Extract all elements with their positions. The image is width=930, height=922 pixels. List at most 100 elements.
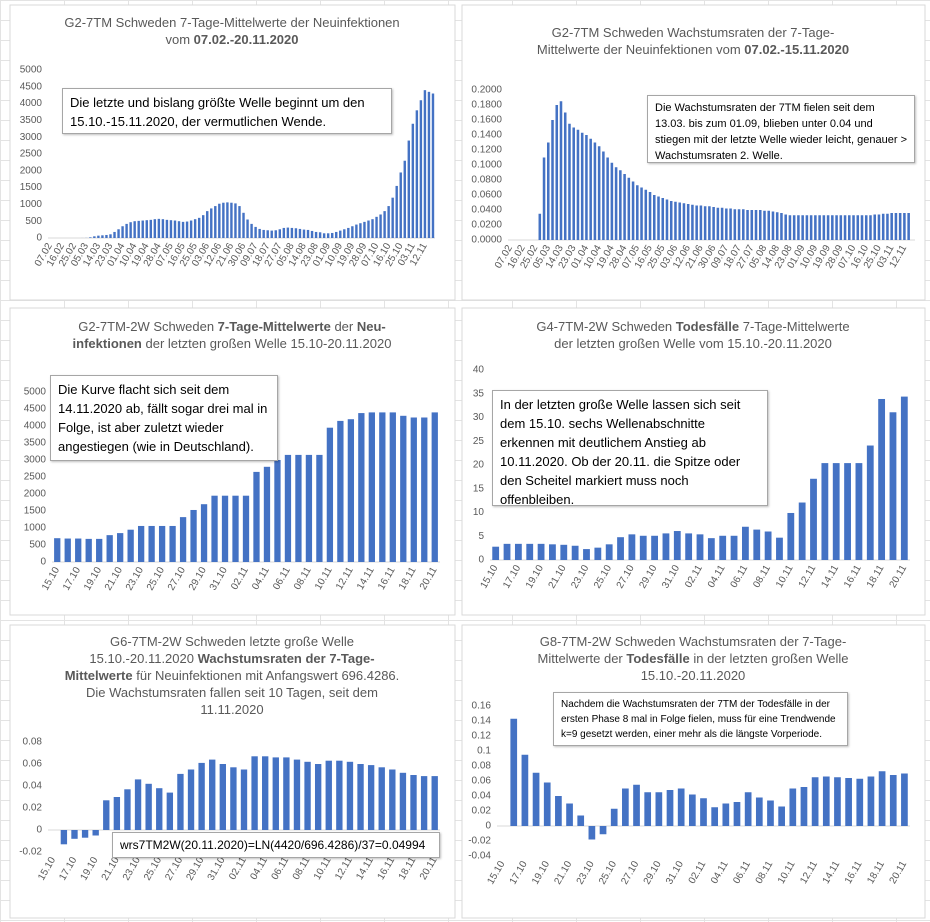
bar [492,546,500,560]
bar [780,213,783,240]
bar [347,227,350,238]
bar [379,412,386,562]
bar [286,227,290,238]
bar [532,772,540,826]
bar [890,213,893,240]
y-tick-label: 2000 [24,489,47,500]
bar [197,217,201,238]
bar [542,157,546,240]
bar [410,775,417,830]
bar [262,756,269,830]
bar [222,202,225,238]
title-part: Todesfälle [626,651,690,666]
bar [764,531,772,560]
bar [696,534,704,560]
bar [547,142,550,240]
bar [187,769,195,830]
bar [894,213,898,240]
bar [145,783,152,830]
bar [805,215,809,240]
bar [124,789,131,830]
bar [105,234,108,238]
bar [848,215,851,240]
bar [357,764,364,830]
bar [169,220,173,238]
bar [845,778,852,826]
bar [294,228,298,238]
bar [644,792,652,826]
bar [559,101,563,240]
bar [864,215,868,240]
bar [555,105,559,240]
bar [71,830,78,839]
bar [700,798,707,826]
bar [411,123,415,238]
title-part: der letzten großen Welle 15.10-20.11.202… [141,336,392,351]
bar [262,229,265,238]
bar [322,233,326,238]
bar [145,220,148,238]
bar [832,463,840,560]
bar [733,802,741,826]
bar [686,204,690,240]
y-tick-label: 2500 [24,472,47,483]
title-part: G2-7TM-2W Schweden [78,319,218,334]
bar [821,463,829,560]
bar [627,177,631,240]
bar [335,231,338,238]
bar [900,396,908,560]
bar [889,412,897,560]
bar [109,234,112,238]
y-tick-label: 4000 [24,421,47,432]
bar [336,760,343,830]
bar [421,417,428,562]
y-tick-label: 3000 [24,455,47,466]
bar [238,206,241,238]
bar [310,230,314,238]
bar [113,231,116,238]
bar [614,167,618,240]
bar [639,535,647,560]
y-tick-label: 500 [25,216,42,227]
bar [767,210,771,240]
bar [200,504,208,562]
bar [193,219,197,238]
bar [161,219,165,238]
bar [330,232,334,238]
bar [640,187,643,240]
y-tick-label: 3000 [20,132,43,143]
y-tick-label: 0.16 [472,701,492,712]
title-part: 07.02.-20.11.2020 [193,32,299,47]
bar [866,445,874,560]
bar [157,218,161,238]
bar [563,112,567,240]
bar [655,792,663,826]
bar [708,206,711,240]
chart-title: G2-7TM Schweden 7-Tage-Mittelwerte der N… [62,14,402,48]
bar [730,535,738,560]
annotation: Nachdem die Wachstumsraten der 7TM der T… [553,692,848,746]
bar [623,174,626,240]
bar [822,776,830,826]
y-tick-label: 0.04 [23,781,43,792]
bar [746,210,749,240]
bar [585,135,588,240]
bar [346,761,354,830]
bar [572,127,575,240]
y-tick-label: 5000 [20,65,43,76]
bar [368,412,375,562]
bar [389,769,396,830]
bar [775,212,779,240]
bar [789,788,797,826]
bar [566,803,573,826]
y-tick-label: 5 [478,531,484,542]
title-part: G2-7TM Schweden Wachstumsraten der 7-Tag… [536,25,835,57]
bar [631,181,635,240]
bar [682,203,686,240]
bar [711,807,719,826]
title-part: Wachstumsraten der 7-Tage-Mittelwerte [64,651,375,683]
bar [677,788,685,826]
bar [665,199,669,240]
bar [270,230,273,238]
